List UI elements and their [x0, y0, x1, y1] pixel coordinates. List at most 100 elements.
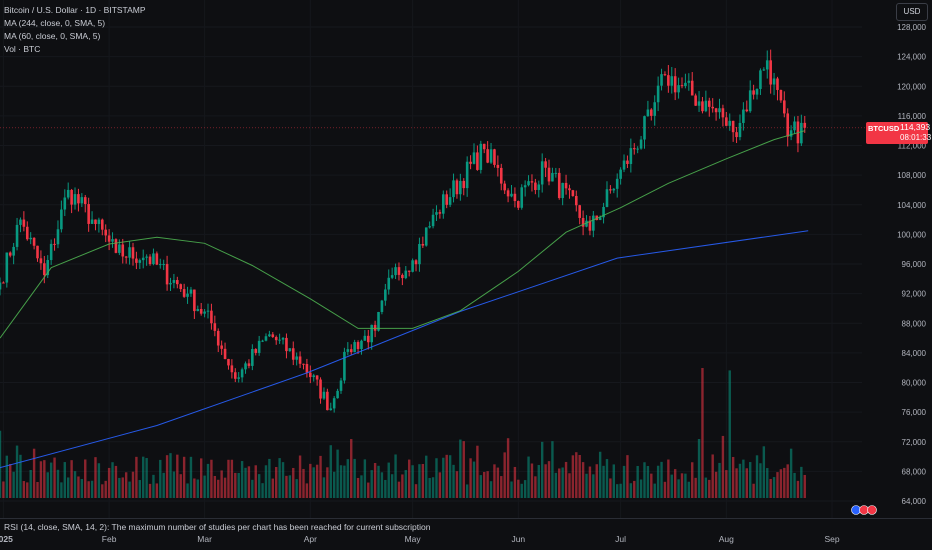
y-tick-label: 72,000 — [902, 438, 927, 447]
volume-bar — [755, 455, 759, 498]
ma-244-line — [0, 230, 809, 469]
volume-bar — [356, 477, 360, 498]
y-tick-label: 84,000 — [902, 349, 927, 358]
candle-body — [326, 391, 329, 411]
candle-body — [360, 340, 363, 349]
candle-body — [319, 379, 322, 399]
candle-body — [254, 349, 258, 353]
volume-bar — [803, 474, 806, 498]
candle-body — [602, 206, 605, 218]
volume-bar — [131, 471, 135, 498]
candle-body — [404, 270, 408, 279]
candle-body — [513, 193, 517, 202]
currency-button[interactable]: USD — [896, 3, 928, 21]
volume-bar — [786, 464, 789, 498]
candle-body — [656, 85, 660, 103]
volume-bar — [56, 469, 60, 498]
volume-bar — [302, 468, 305, 498]
candle-body — [581, 217, 585, 227]
candle-body — [527, 181, 530, 186]
candle-body — [540, 161, 544, 185]
candle-body — [728, 120, 732, 126]
candle-body — [632, 148, 636, 150]
volume-bar — [776, 472, 779, 498]
volume-bar — [738, 463, 742, 498]
volume-bar — [107, 467, 111, 498]
volume-bar — [104, 480, 107, 498]
candle-body — [56, 229, 60, 245]
volume-bar — [670, 474, 673, 498]
volume-bar — [718, 462, 721, 498]
candle-body — [779, 89, 783, 101]
candle-body — [257, 340, 261, 353]
y-tick-label: 124,000 — [897, 53, 926, 62]
volume-bar — [84, 459, 87, 498]
volume-bar — [448, 455, 452, 498]
candle-body — [107, 235, 111, 242]
volume-bar — [332, 471, 336, 498]
volume-bar — [684, 473, 687, 498]
candle-body — [639, 139, 643, 149]
volume-bar — [404, 470, 407, 498]
volume-bar — [656, 465, 660, 498]
volume-bar — [626, 455, 629, 498]
legend-volume[interactable]: Vol · BTC — [4, 44, 41, 54]
volume-bar — [350, 439, 353, 498]
last-price-badge — [866, 122, 928, 144]
volume-bar — [9, 464, 12, 498]
candle-body — [506, 190, 510, 197]
candle-body — [349, 349, 353, 353]
candle-body — [0, 282, 2, 290]
candle-body — [377, 311, 380, 331]
candle-body — [363, 335, 367, 341]
volume-bar — [708, 479, 711, 498]
volume-bar — [691, 462, 694, 498]
candle-body — [114, 239, 118, 253]
volume-bar — [135, 456, 138, 498]
volume-bar — [544, 464, 547, 498]
volume-bar — [476, 445, 479, 498]
volume-bar — [793, 472, 796, 498]
candle-body — [346, 349, 350, 352]
pane-separator[interactable] — [0, 518, 932, 519]
chart-legend: Bitcoin / U.S. Dollar · 1D · BITSTAMP MA… — [4, 4, 146, 56]
candle-body — [561, 182, 564, 199]
candle-body — [155, 253, 159, 265]
candle-body — [721, 108, 725, 118]
x-tick-label: Apr — [304, 534, 317, 544]
legend-ma-60[interactable]: MA (60, close, 0, SMA, 5) — [4, 31, 101, 41]
candle-body — [145, 256, 148, 258]
candle-body — [667, 75, 670, 86]
volume-bar — [169, 453, 172, 498]
candle-body — [213, 323, 217, 331]
volume-bar — [39, 461, 43, 498]
volume-bar — [745, 468, 748, 498]
volume-bar — [677, 479, 680, 498]
candle-body — [711, 106, 714, 109]
legend-ma-244[interactable]: MA (244, close, 0, SMA, 5) — [4, 18, 106, 28]
last-symbol-label: BTCUSD — [868, 124, 900, 133]
candle-body — [786, 113, 790, 137]
volume-bar — [660, 461, 663, 498]
candle-body — [643, 116, 646, 140]
volume-bar — [237, 472, 240, 498]
volume-bar — [32, 448, 36, 498]
volume-bar — [517, 479, 520, 498]
candle-body — [714, 108, 718, 113]
y-tick-label: 104,000 — [897, 201, 926, 210]
volume-bar — [46, 472, 49, 498]
candle-body — [660, 74, 663, 86]
volume-bar — [298, 455, 302, 498]
candle-body — [353, 342, 356, 353]
candle-body — [448, 197, 452, 205]
legend-title[interactable]: Bitcoin / U.S. Dollar · 1D · BITSTAMP — [4, 5, 146, 15]
volume-bar — [223, 477, 227, 498]
volume-bar — [128, 481, 131, 498]
candle-body — [748, 90, 752, 112]
volume-bar — [247, 466, 251, 498]
candle-body — [39, 258, 43, 264]
candle-body — [285, 337, 288, 352]
volume-bar — [749, 462, 752, 498]
volume-bar — [742, 459, 745, 498]
